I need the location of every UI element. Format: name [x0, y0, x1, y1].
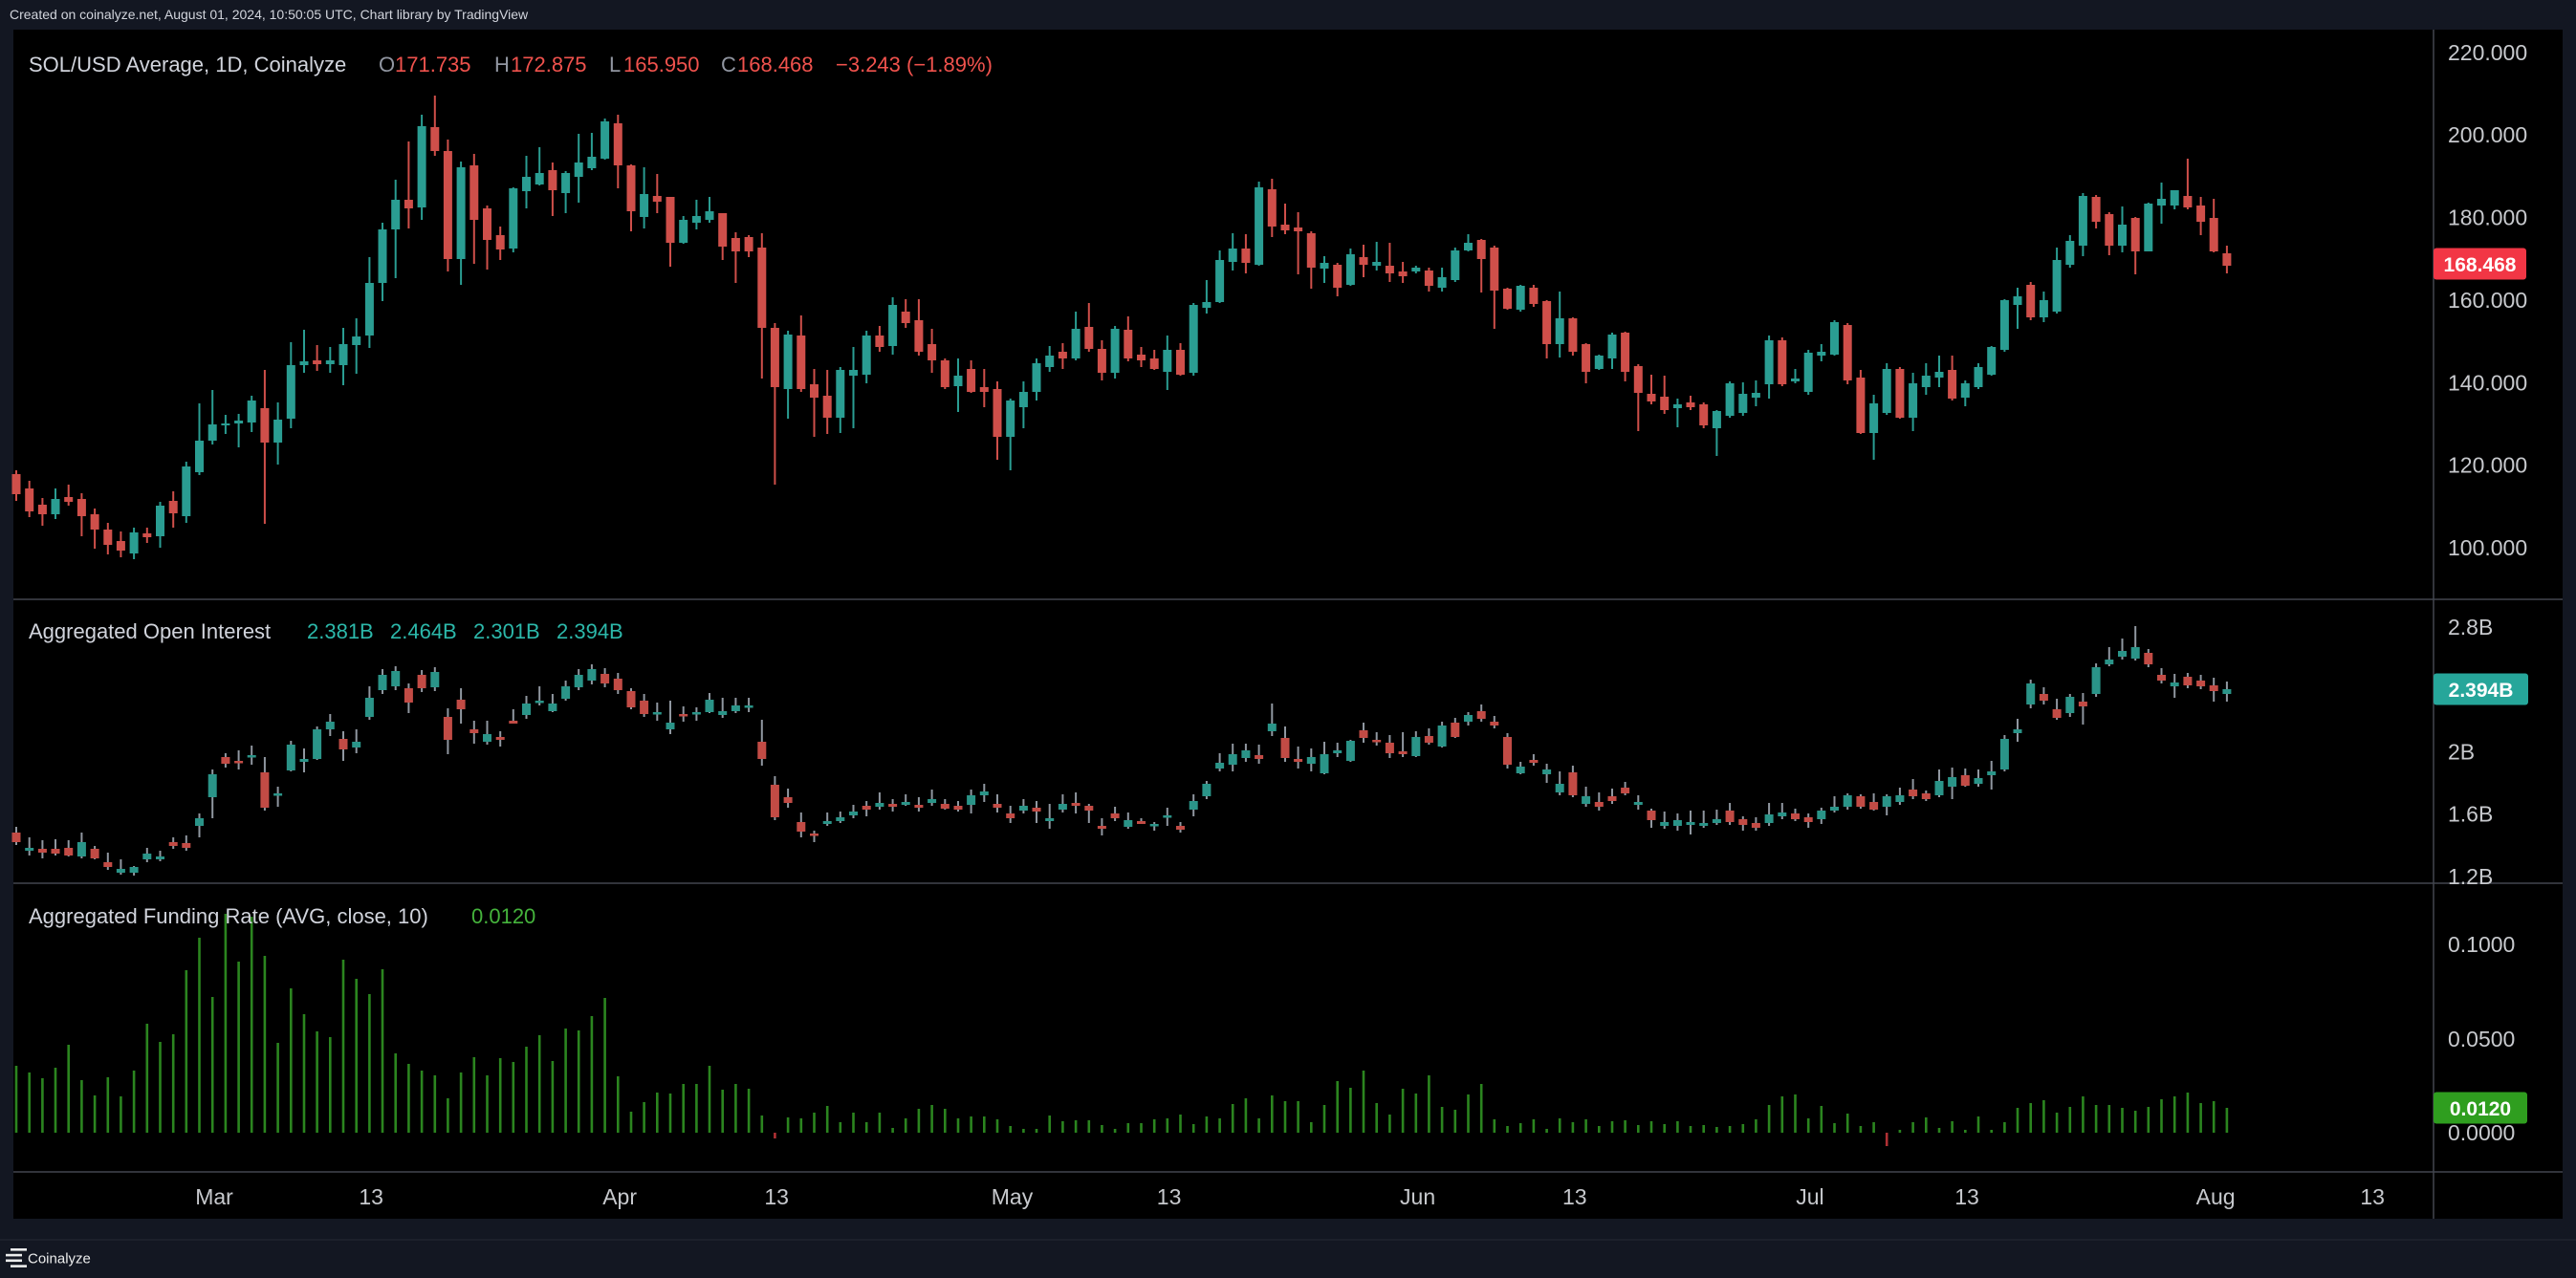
- svg-text:13: 13: [359, 1184, 383, 1209]
- svg-text:2.464B: 2.464B: [390, 619, 457, 643]
- svg-text:2.8B: 2.8B: [2448, 615, 2493, 639]
- svg-text:2.394B: 2.394B: [557, 619, 623, 643]
- svg-text:2.301B: 2.301B: [473, 619, 540, 643]
- svg-text:0.1000: 0.1000: [2448, 932, 2515, 957]
- svg-text:L: L: [609, 53, 621, 76]
- svg-text:−3.243 (−1.89%): −3.243 (−1.89%): [836, 53, 993, 76]
- svg-text:0.0000: 0.0000: [2448, 1120, 2515, 1145]
- svg-text:Apr: Apr: [602, 1184, 637, 1209]
- svg-text:1.6B: 1.6B: [2448, 802, 2493, 827]
- svg-text:Aggregated Funding Rate (AVG,: Aggregated Funding Rate (AVG, close, 10): [29, 904, 428, 928]
- svg-text:0.0500: 0.0500: [2448, 1027, 2515, 1051]
- svg-text:160.000: 160.000: [2448, 288, 2527, 313]
- svg-text:0.0120: 0.0120: [471, 904, 535, 928]
- svg-text:Coinalyze: Coinalyze: [28, 1251, 91, 1267]
- svg-text:Aggregated Open Interest: Aggregated Open Interest: [29, 619, 271, 643]
- svg-text:13: 13: [1562, 1184, 1587, 1209]
- svg-text:2.381B: 2.381B: [307, 619, 374, 643]
- svg-text:Jul: Jul: [1796, 1184, 1823, 1209]
- svg-text:171.735: 171.735: [395, 53, 471, 76]
- svg-text:180.000: 180.000: [2448, 206, 2527, 230]
- svg-text:0.0120: 0.0120: [2450, 1098, 2511, 1120]
- svg-text:100.000: 100.000: [2448, 535, 2527, 560]
- svg-text:SOL/USD Average, 1D, Coinalyze: SOL/USD Average, 1D, Coinalyze: [29, 53, 346, 76]
- svg-text:200.000: 200.000: [2448, 122, 2527, 147]
- svg-text:Mar: Mar: [195, 1184, 233, 1209]
- svg-text:Jun: Jun: [1400, 1184, 1435, 1209]
- svg-text:168.468: 168.468: [2444, 254, 2517, 276]
- svg-text:C: C: [721, 53, 736, 76]
- svg-text:May: May: [992, 1184, 1034, 1209]
- svg-text:13: 13: [1954, 1184, 1979, 1209]
- svg-text:168.468: 168.468: [737, 53, 814, 76]
- svg-text:165.950: 165.950: [623, 53, 700, 76]
- svg-text:H: H: [494, 53, 510, 76]
- svg-text:13: 13: [764, 1184, 789, 1209]
- svg-text:Created on coinalyze.net, Augu: Created on coinalyze.net, August 01, 202…: [10, 7, 529, 22]
- svg-text:172.875: 172.875: [511, 53, 587, 76]
- svg-text:220.000: 220.000: [2448, 40, 2527, 65]
- svg-text:O: O: [379, 53, 395, 76]
- svg-text:2.394B: 2.394B: [2449, 680, 2514, 702]
- svg-text:13: 13: [2360, 1184, 2385, 1209]
- svg-text:120.000: 120.000: [2448, 452, 2527, 477]
- svg-text:2B: 2B: [2448, 739, 2475, 764]
- svg-text:Aug: Aug: [2196, 1184, 2236, 1209]
- svg-text:1.2B: 1.2B: [2448, 864, 2493, 889]
- svg-text:140.000: 140.000: [2448, 370, 2527, 395]
- svg-text:13: 13: [1157, 1184, 1182, 1209]
